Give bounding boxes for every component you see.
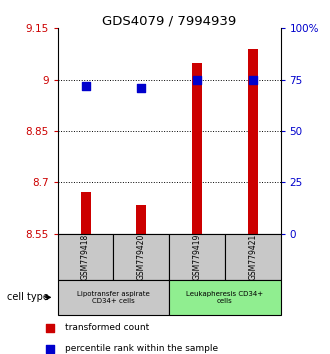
Text: cell type: cell type [7, 292, 49, 302]
Text: GSM779420: GSM779420 [137, 233, 146, 280]
Text: GSM779419: GSM779419 [192, 233, 202, 280]
Point [139, 85, 144, 91]
Bar [225, 234, 280, 280]
Point [47, 346, 52, 352]
Bar [58, 280, 169, 315]
Bar [114, 234, 169, 280]
Bar [58, 234, 114, 280]
Point [83, 83, 88, 88]
Bar [192, 63, 202, 234]
Title: GDS4079 / 7994939: GDS4079 / 7994939 [102, 14, 236, 27]
Text: percentile rank within the sample: percentile rank within the sample [65, 344, 218, 353]
Bar [81, 192, 91, 234]
Text: Leukapheresis CD34+
cells: Leukapheresis CD34+ cells [186, 291, 263, 304]
Bar [169, 280, 280, 315]
Text: Lipotransfer aspirate
CD34+ cells: Lipotransfer aspirate CD34+ cells [77, 291, 150, 304]
Text: GSM779418: GSM779418 [81, 234, 90, 280]
Bar [169, 234, 225, 280]
Bar [136, 205, 146, 234]
Point [250, 77, 255, 82]
Bar [248, 49, 258, 234]
Point [47, 325, 52, 331]
Text: transformed count: transformed count [65, 323, 149, 332]
Point [194, 77, 200, 82]
Text: GSM779421: GSM779421 [248, 234, 257, 280]
